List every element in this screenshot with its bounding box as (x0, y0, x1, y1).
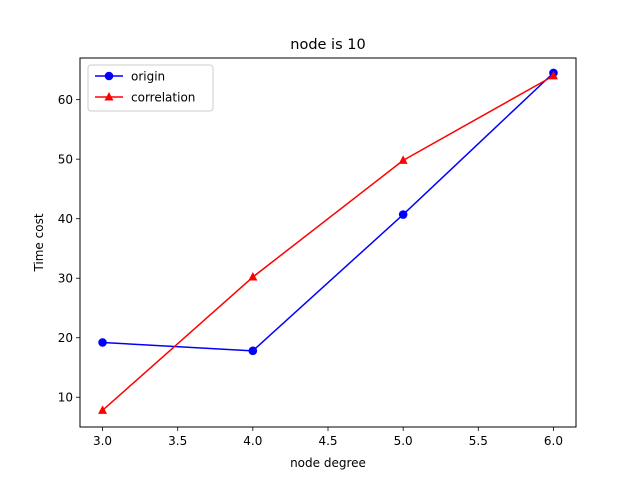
y-tick-label: 40 (58, 212, 73, 226)
legend-correlation-label: correlation (131, 91, 195, 105)
data-point-correlation (98, 405, 108, 414)
x-tick-label: 5.0 (394, 434, 413, 448)
x-tick-label: 4.5 (318, 434, 337, 448)
series-line-origin (102, 72, 554, 352)
data-point-correlation (398, 155, 408, 164)
y-tick-label: 50 (58, 152, 73, 166)
data-point-origin (398, 210, 408, 219)
plot-frame (79, 57, 577, 428)
y-tick-label: 30 (58, 272, 73, 286)
x-axis-label: node degree (290, 456, 366, 470)
x-tick-label: 5.5 (469, 434, 488, 448)
legend-origin-label: origin (131, 70, 165, 84)
axis-ticks: 3.0 3.5 4.0 4.5 5.0 5.5 6.0 10 20 30 40 50 60 (58, 93, 563, 448)
x-tick-label: 6.0 (544, 434, 563, 448)
series-correlation (98, 70, 558, 414)
data-point-correlation (248, 272, 258, 281)
x-tick-label: 3.5 (168, 434, 187, 448)
data-point-correlation (548, 70, 558, 80)
data-series (98, 68, 558, 414)
y-axis-label: Time cost (32, 213, 46, 272)
y-tick-label: 60 (58, 93, 73, 107)
y-tick-label: 10 (58, 391, 73, 405)
data-point-origin (248, 346, 258, 356)
chart-title: node is 10 (290, 37, 365, 53)
y-tick-label: 20 (58, 331, 73, 345)
legend-origin-marker (104, 71, 114, 81)
x-tick-label: 3.0 (93, 434, 112, 448)
legend-correlation-marker (104, 92, 114, 101)
data-point-origin (98, 338, 107, 347)
x-tick-label: 4.0 (243, 434, 262, 448)
legend: origin correlation (87, 64, 214, 112)
series-line-correlation (102, 75, 554, 411)
